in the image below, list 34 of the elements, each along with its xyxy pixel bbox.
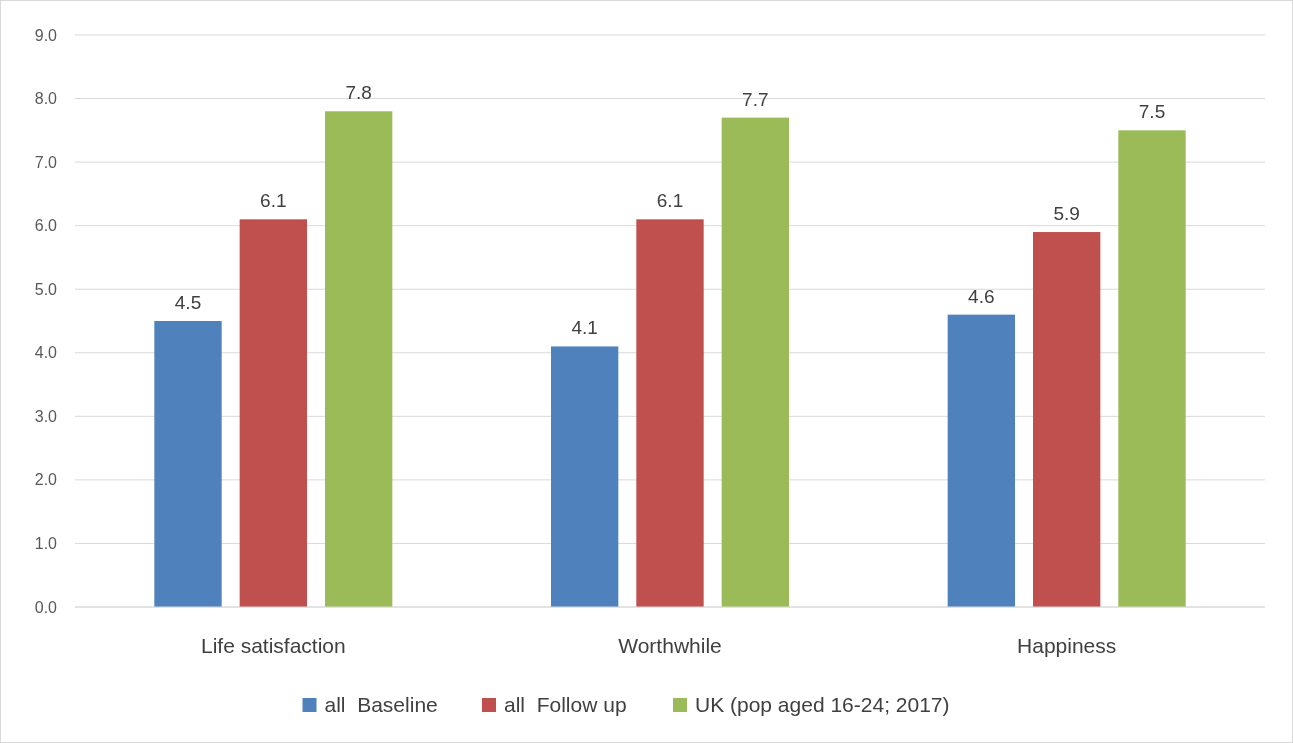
y-tick-label: 1.0 xyxy=(34,535,58,553)
data-label: 6.1 xyxy=(260,190,287,212)
data-label: 6.1 xyxy=(656,190,684,212)
legend-label: all Baseline xyxy=(324,693,438,717)
data-label: 4.5 xyxy=(174,292,202,313)
data-label: 7.5 xyxy=(1138,101,1166,123)
data-label: 5.9 xyxy=(1053,203,1080,225)
bar xyxy=(721,117,789,607)
x-tick-label: Happiness xyxy=(1017,634,1117,657)
x-tick-label: Worthwhile xyxy=(618,634,722,657)
y-tick-label: 5.0 xyxy=(34,280,58,298)
y-tick-label: 0.0 xyxy=(34,598,58,616)
y-tick-label: 6.0 xyxy=(34,217,58,235)
bar xyxy=(1033,232,1101,607)
y-tick-label: 9.0 xyxy=(34,26,58,44)
legend-label: all Follow up xyxy=(504,693,627,717)
bar xyxy=(1118,130,1186,607)
bar xyxy=(239,219,307,607)
data-label: 4.6 xyxy=(968,285,995,307)
bar xyxy=(325,111,393,607)
y-tick-label: 2.0 xyxy=(34,471,58,489)
bar xyxy=(947,314,1015,607)
y-tick-label: 8.0 xyxy=(34,90,58,108)
bar xyxy=(551,346,619,607)
y-tick-label: 4.0 xyxy=(34,344,58,362)
x-tick-label: Life satisfaction xyxy=(200,634,346,657)
legend-label: UK (pop aged 16-24; 2017) xyxy=(695,693,950,717)
data-label: 4.1 xyxy=(571,317,598,339)
bar xyxy=(636,219,704,607)
bar xyxy=(154,321,222,607)
y-tick-label: 7.0 xyxy=(34,153,58,171)
y-tick-label: 3.0 xyxy=(34,407,58,425)
data-label: 7.8 xyxy=(345,82,372,104)
data-label: 7.7 xyxy=(742,88,769,110)
